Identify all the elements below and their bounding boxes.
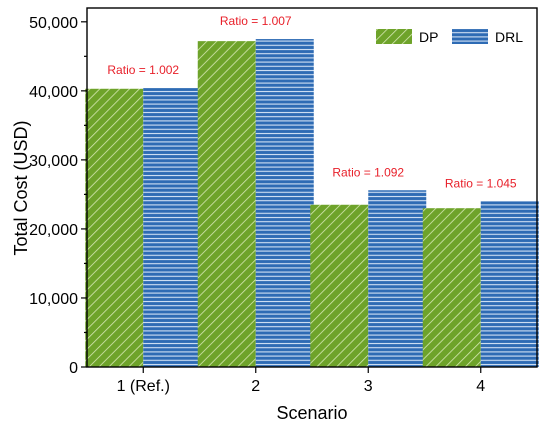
- x-tick-label: 3: [364, 378, 373, 395]
- y-tick-label: 10,000: [29, 291, 78, 308]
- x-tick-label: 2: [251, 378, 260, 395]
- legend-label-drl: DRL: [495, 29, 523, 45]
- ratio-label-scenario-4: Ratio = 1.045: [445, 176, 517, 190]
- x-axis: 1 (Ref.) 2 3 4: [117, 367, 485, 395]
- ratio-label-scenario-1: Ratio = 1.002: [107, 63, 179, 77]
- y-tick-label: 30,000: [29, 153, 78, 170]
- bar-dp-scenario-2: [197, 41, 256, 367]
- bars-layer: [85, 39, 539, 368]
- bar-drl-scenario-2: [255, 39, 314, 367]
- bar-dp-scenario-3: [310, 204, 369, 367]
- legend-label-dp: DP: [419, 29, 438, 45]
- bar-dp-scenario-4: [422, 208, 481, 367]
- ratio-label-scenario-2: Ratio = 1.007: [220, 14, 292, 28]
- x-tick-label: 1 (Ref.): [117, 378, 170, 395]
- x-tick-label: 4: [476, 378, 485, 395]
- legend: DP DRL: [376, 29, 523, 45]
- legend-swatch-dp: [376, 29, 412, 44]
- ratio-annotations: Ratio = 1.002 Ratio = 1.007 Ratio = 1.092 R…: [107, 14, 517, 190]
- y-tick-label: 20,000: [29, 222, 78, 239]
- y-tick-label: 40,000: [29, 84, 78, 101]
- y-tick-label: 0: [69, 360, 78, 377]
- y-axis: 0 10,000 20,000 30,000 40,000 50,000: [29, 15, 87, 377]
- y-axis-title: Total Cost (USD): [11, 120, 31, 255]
- plot-frame: [86, 7, 538, 368]
- bar-dp-scenario-1: [85, 88, 144, 368]
- y-tick-label: 50,000: [29, 15, 78, 32]
- x-axis-title: Scenario: [276, 403, 347, 423]
- legend-swatch-drl: [452, 29, 488, 44]
- bar-drl-scenario-4: [480, 201, 539, 367]
- bar-drl-scenario-3: [368, 190, 427, 367]
- bar-drl-scenario-1: [143, 88, 202, 367]
- ratio-label-scenario-3: Ratio = 1.092: [332, 165, 404, 179]
